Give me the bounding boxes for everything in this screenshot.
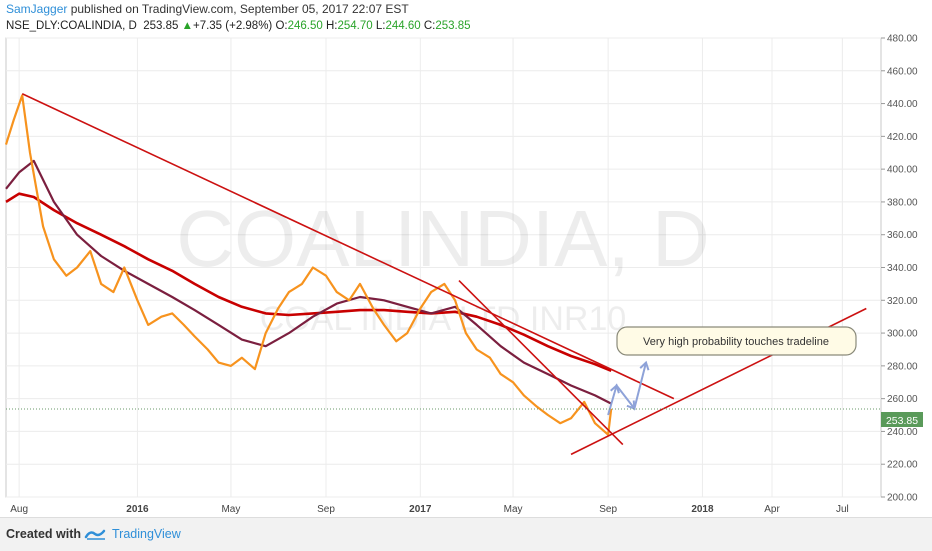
- x-tick-label: May: [504, 504, 523, 515]
- y-tick-label: 420.00: [887, 132, 918, 143]
- projection-arrowhead: [639, 360, 650, 371]
- callout-box: [616, 326, 857, 356]
- y-tick-label: 440.00: [887, 99, 918, 110]
- tradingview-logo-icon: [84, 529, 106, 540]
- x-tick-label: 2016: [126, 504, 149, 515]
- y-tick-label: 300.00: [887, 329, 918, 340]
- series-line-ma-short: [5, 159, 612, 405]
- created-with-label: Created with: [6, 527, 82, 541]
- tradingview-link[interactable]: TradingView: [112, 527, 181, 541]
- close-value: 253.85: [435, 20, 471, 32]
- price-value: 253.85: [143, 20, 179, 32]
- high-label: H:: [326, 20, 338, 32]
- x-tick-label: 2017: [409, 504, 432, 515]
- open-label: O:: [275, 20, 288, 32]
- x-tick-label: Sep: [317, 504, 335, 515]
- axes: 200.00 220.00 240.00 260.00 280.00 300.00 320.…: [10, 34, 918, 516]
- series-line-price: [4, 94, 613, 436]
- symbol-label: NSE_DLY:COALINDIA, D: [6, 20, 137, 32]
- change-value: +7.35 (+2.98%): [192, 20, 273, 32]
- y-tick-label: 200.00: [887, 493, 918, 504]
- y-tick-label: 400.00: [887, 165, 918, 176]
- low-value: 244.60: [385, 20, 421, 32]
- trendline: [458, 280, 624, 446]
- high-value: 254.70: [337, 20, 373, 32]
- last-price-badge: [881, 412, 923, 427]
- grid: [5, 37, 882, 498]
- x-tick-label: Aug: [10, 504, 28, 515]
- x-tick-label: Jul: [836, 504, 849, 515]
- y-tick-label: 380.00: [887, 197, 918, 208]
- watermark-company: COAL INDIA LTD INR10: [260, 300, 627, 338]
- open-value: 246.50: [287, 20, 323, 32]
- x-tick-label: May: [221, 504, 240, 515]
- watermark-symbol: COALINDIA, D: [176, 194, 709, 283]
- footer-bar: Created with TradingView: [0, 517, 932, 551]
- projection-arrowhead: [610, 383, 620, 394]
- last-price-marker: 253.85: [881, 412, 923, 427]
- publish-header: SamJagger published on TradingView.com, …: [6, 2, 409, 16]
- y-tick-label: 320.00: [887, 296, 918, 307]
- symbol-header: NSE_DLY:COALINDIA, D 253.85 ▲+7.35 (+2.9…: [6, 20, 471, 32]
- low-label: L:: [375, 20, 386, 32]
- y-tick-label: 480.00: [887, 34, 918, 45]
- y-tick-label: 220.00: [887, 460, 918, 471]
- price-chart[interactable]: COALINDIA, D COAL INDIA LTD INR10 200.00…: [0, 0, 932, 517]
- series-line-ma-long: [5, 192, 612, 373]
- author-link[interactable]: SamJagger: [6, 2, 68, 16]
- y-tick-label: 460.00: [887, 66, 918, 77]
- projection-path: [607, 362, 647, 416]
- trendline: [21, 93, 675, 400]
- y-tick-label: 280.00: [887, 361, 918, 372]
- publish-info: published on TradingView.com, September …: [67, 2, 409, 16]
- callout-text: Very high probability touches tradeline: [643, 336, 829, 348]
- y-tick-label: 260.00: [887, 394, 918, 405]
- y-tick-label: 340.00: [887, 263, 918, 274]
- y-tick-label: 240.00: [887, 427, 918, 438]
- close-label: C:: [423, 20, 436, 32]
- x-tick-label: 2018: [691, 504, 714, 515]
- last-price-label: 253.85: [886, 415, 918, 427]
- x-tick-label: Apr: [764, 504, 780, 515]
- symbol-watermark: COALINDIA, D COAL INDIA LTD INR10: [176, 194, 709, 338]
- annotation-callout[interactable]: Very high probability touches tradeline: [616, 326, 857, 356]
- y-tick-label: 360.00: [887, 230, 918, 241]
- projection-arrowhead: [626, 400, 636, 410]
- series-layer: [4, 94, 613, 436]
- up-arrow-icon: ▲: [181, 20, 193, 32]
- x-tick-label: Sep: [599, 504, 617, 515]
